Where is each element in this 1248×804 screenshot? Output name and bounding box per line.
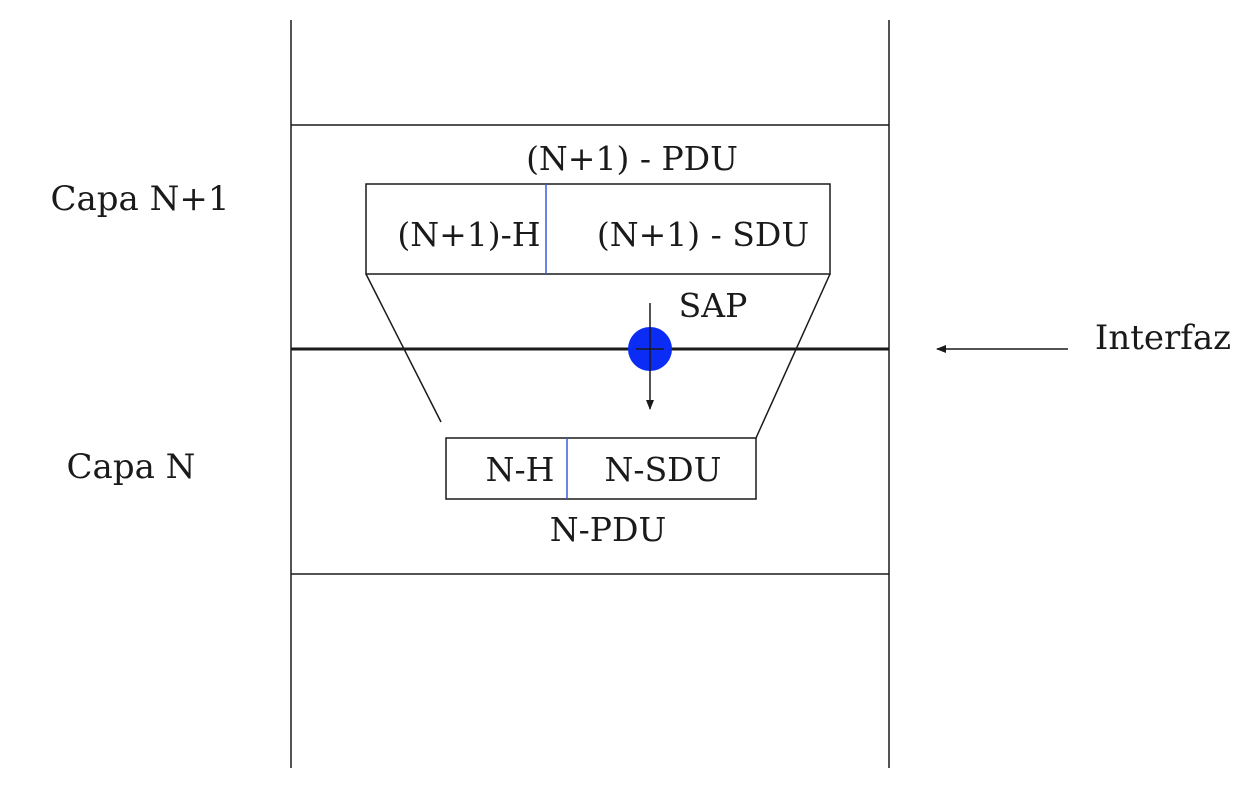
lower-pdu-box [445,437,757,500]
encapsulation-line-right [755,273,831,439]
lower-pdu-sdu: N-SDU [605,450,722,489]
lower-layer-label: Capa N [67,447,196,487]
encapsulation-line-left [365,273,442,423]
upper-pdu-sdu: (N+1) - SDU [597,215,809,254]
upper-pdu-header: (N+1)-H [397,215,540,254]
upper-pdu-title: (N+1) - PDU [526,139,738,178]
lower-pdu-header: N-H [486,450,555,489]
upper-pdu-box [365,183,831,275]
upper-layer-label: Capa N+1 [51,179,230,219]
sap-label: SAP [679,286,748,325]
interface-label: Interfaz [1095,318,1231,358]
lower-pdu-title: N-PDU [550,510,667,549]
